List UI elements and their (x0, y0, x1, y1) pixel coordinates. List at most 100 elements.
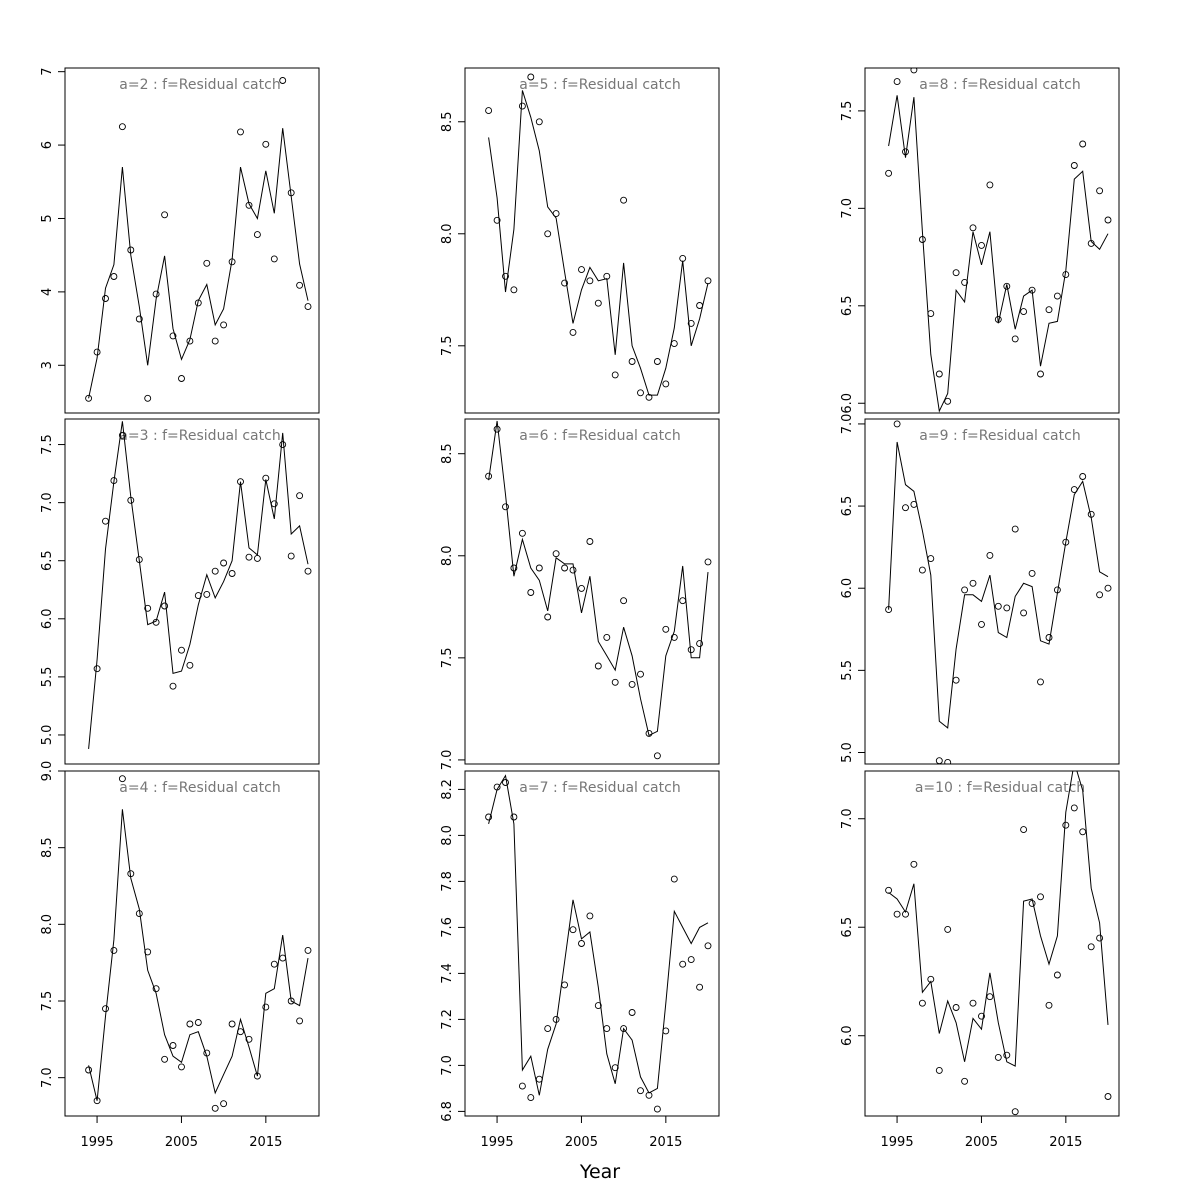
observed-point (944, 758, 952, 764)
observed-point (885, 606, 893, 614)
plot-area (485, 73, 712, 401)
observed-point (211, 567, 219, 575)
observed-point (262, 1003, 270, 1011)
plot-frame (464, 67, 720, 414)
observed-point (220, 1100, 228, 1108)
x-tick-label: 2015 (1049, 1135, 1082, 1150)
observed-point (893, 78, 901, 86)
panel-title: a=6 : f=Residual catch (519, 428, 680, 444)
y-tick-label: 7.0 (440, 750, 455, 771)
observed-point (203, 1049, 211, 1057)
y-tick-label: 5 (40, 214, 55, 222)
observed-point (662, 1027, 670, 1035)
observed-point (186, 1020, 194, 1028)
observed-point (118, 431, 126, 439)
observed-point (885, 169, 893, 177)
observed-point (211, 337, 219, 345)
observed-point (637, 389, 644, 397)
observed-point (86, 765, 92, 771)
fitted-line (88, 421, 309, 749)
observed-point (978, 241, 985, 249)
observed-point (918, 236, 926, 243)
observed-point (110, 273, 118, 280)
fitted-line (488, 420, 709, 737)
fitted-line (888, 95, 1109, 413)
observed-point (535, 118, 543, 126)
observed-point (978, 620, 985, 628)
observed-point (296, 281, 304, 289)
observed-point (186, 661, 194, 669)
observed-point (1062, 821, 1070, 829)
observed-point (611, 1064, 619, 1072)
observed-point (102, 295, 109, 302)
observed-point (110, 946, 118, 954)
observed-point (485, 107, 493, 115)
x-tick-label: 1995 (881, 1135, 914, 1150)
observed-point (969, 999, 977, 1007)
observed-point (152, 618, 160, 626)
observed-point (152, 290, 160, 298)
plot-frame (864, 418, 1120, 765)
observed-point (220, 321, 228, 329)
observed-point (893, 910, 901, 918)
observed-point (594, 1002, 602, 1010)
plot-area (885, 420, 1112, 764)
observed-point (653, 752, 661, 760)
fitted-line (488, 90, 709, 396)
observed-point (270, 255, 278, 263)
observed-point (493, 216, 501, 224)
y-tick-label: 5.5 (840, 660, 855, 681)
observed-point (561, 279, 569, 287)
y-tick-label: 8.5 (40, 837, 55, 858)
y-tick-label: 7.0 (840, 198, 855, 219)
observed-point (502, 503, 509, 511)
observed-point (93, 348, 101, 356)
y-tick-label: 6.5 (840, 496, 855, 517)
plot-frame (464, 770, 720, 1117)
plot-area (85, 77, 312, 402)
observed-point (270, 960, 278, 968)
observed-point (961, 278, 969, 286)
observed-point (102, 1005, 109, 1013)
observed-point (927, 555, 935, 563)
observed-point (502, 272, 509, 280)
observed-point (935, 1066, 943, 1074)
y-tick-label: 9.0 (40, 761, 55, 782)
observed-point (637, 670, 644, 678)
observed-point (127, 496, 135, 504)
observed-point (586, 277, 594, 285)
observed-point (603, 272, 611, 280)
observed-point (918, 999, 926, 1007)
observed-point (161, 602, 169, 610)
observed-point (952, 1004, 960, 1011)
panel-title: a=2 : f=Residual catch (119, 77, 280, 93)
plot-frame (64, 418, 320, 765)
observed-point (978, 1012, 985, 1020)
observed-point (510, 564, 518, 572)
observed-point (485, 472, 493, 480)
observed-point (662, 625, 670, 633)
plot-area (885, 68, 1112, 413)
observed-point (704, 942, 712, 950)
y-tick-label: 7.0 (840, 414, 855, 435)
observed-point (902, 910, 909, 918)
y-tick-label: 8.5 (440, 443, 455, 464)
observed-point (645, 393, 653, 401)
observed-point (687, 956, 695, 964)
observed-point (687, 646, 695, 654)
observed-point (1070, 804, 1078, 812)
observed-point (237, 1028, 244, 1036)
observed-point (696, 983, 704, 991)
observed-point (1028, 286, 1036, 294)
panel-7: a=4 : f=Residual catch 7.0 7.5 8.0 8.5 9.0 199… (40, 761, 320, 1150)
observed-point (93, 1097, 101, 1105)
y-tick-label: 7.5 (440, 335, 455, 356)
observed-point (518, 102, 526, 110)
observed-point (561, 564, 569, 572)
observed-point (620, 196, 628, 204)
observed-point (1045, 1001, 1053, 1009)
y-tick-label: 7.6 (440, 917, 455, 938)
observed-point (518, 1082, 526, 1090)
observed-point (1037, 678, 1044, 686)
observed-point (603, 633, 611, 641)
